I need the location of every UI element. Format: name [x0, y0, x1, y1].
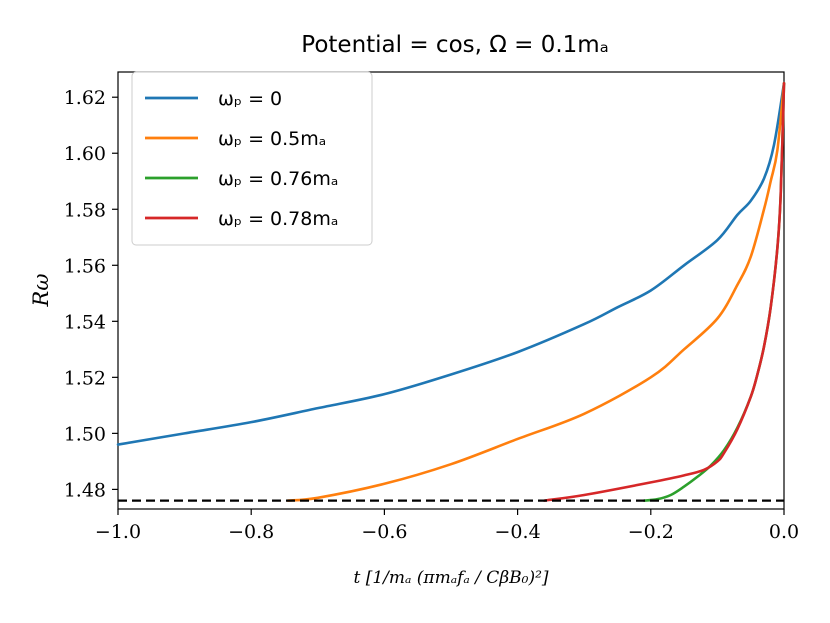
legend: ωₚ = 0 ωₚ = 0.5mₐ ωₚ = 0.76mₐ ωₚ = 0.78mₐ [131, 71, 373, 246]
x-tick-label: 0.0 [769, 521, 799, 543]
x-axis-label: t [1/mₐ (πmₐfₐ / CβB₀)²] [353, 568, 548, 588]
x-axis: −1.0 −0.8 −0.6 −0.4 −0.2 0.0 [95, 509, 799, 543]
y-tick-label: 1.56 [64, 255, 106, 277]
series-line-2 [286, 81, 786, 502]
x-tick-label: −0.8 [228, 521, 274, 543]
y-tick-label: 1.52 [64, 367, 106, 389]
y-tick-label: 1.50 [64, 423, 106, 445]
y-axis-label: Rω [29, 274, 53, 308]
series-layer [116, 81, 786, 502]
legend-box [131, 71, 373, 246]
series-line-4 [542, 81, 786, 502]
chart-title: Potential = cos, Ω = 0.1mₐ [301, 32, 608, 58]
legend-label: ωₚ = 0.76mₐ [218, 168, 338, 190]
x-tick-label: −1.0 [95, 521, 141, 543]
y-axis: 1.48 1.50 1.52 1.54 1.56 1.58 1.60 1.62 [64, 87, 118, 501]
x-tick-label: −0.6 [361, 521, 407, 543]
legend-label: ωₚ = 0.78mₐ [218, 208, 338, 230]
plot-frame [117, 71, 785, 510]
y-tick-label: 1.54 [64, 311, 106, 333]
legend-label: ωₚ = 0 [218, 88, 282, 110]
y-tick-label: 1.60 [64, 143, 106, 165]
series-line-3 [642, 81, 786, 502]
legend-label: ωₚ = 0.5mₐ [218, 128, 326, 150]
y-tick-label: 1.58 [64, 199, 106, 221]
x-tick-label: −0.2 [628, 521, 674, 543]
y-tick-label: 1.48 [64, 479, 106, 501]
y-tick-label: 1.62 [64, 87, 106, 109]
x-tick-label: −0.4 [495, 521, 541, 543]
series-line-1 [116, 81, 786, 446]
